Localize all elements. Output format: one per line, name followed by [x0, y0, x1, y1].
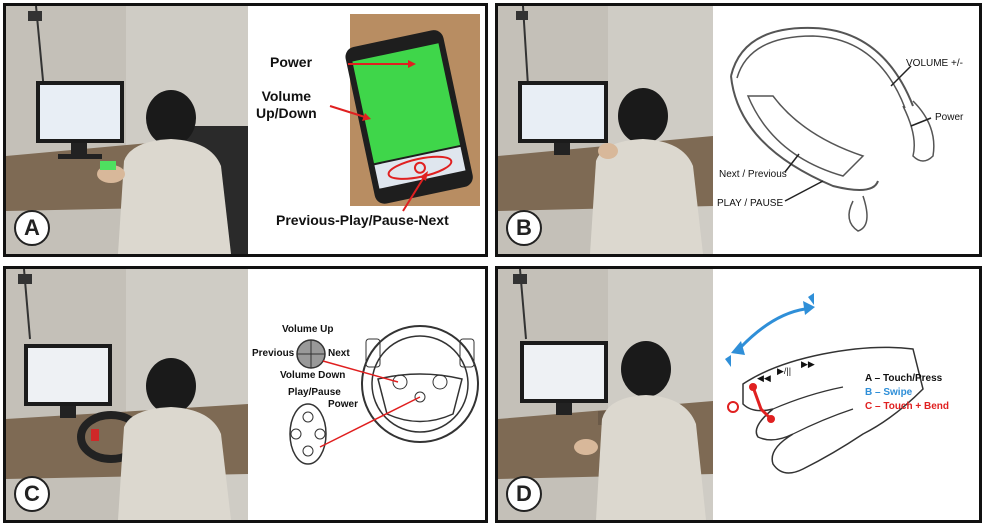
label-power: Power: [935, 112, 964, 123]
label-touch-press: A – Touch/Press: [865, 373, 943, 384]
label-touch-bend: C – Touch + Bend: [865, 401, 949, 412]
label-play-pause: PLAY / PAUSE: [717, 198, 784, 209]
photo-steering-wheel-user: C: [6, 269, 248, 520]
panel-d: D ◀◀ ▶/|| ▶▶ A – Touch/Press B – Swipe C…: [495, 266, 982, 523]
panel-c: C Volume Up Previous Next Volume Down: [3, 266, 488, 523]
svg-text:▶▶: ▶▶: [801, 359, 815, 369]
label-volume: VOLUME +/-: [906, 58, 963, 69]
label-power: Power: [328, 399, 359, 410]
panel-badge: A: [14, 210, 50, 246]
panel-badge: D: [506, 476, 542, 512]
label-previous: Previous: [252, 348, 295, 359]
svg-text:◀◀: ◀◀: [757, 373, 771, 383]
label-volume: Volume Up/Down: [256, 88, 317, 121]
panel-b: B VOLUME +/- Power Next / Previous PLAY …: [495, 3, 982, 257]
illustration-smartphone: Power Volume Up/Down Previous-Play/Pause…: [248, 6, 485, 254]
label-volume-down: Volume Down: [280, 370, 346, 381]
illustration-hand-gestures: ◀◀ ▶/|| ▶▶ A – Touch/Press B – Swipe C –…: [713, 269, 979, 520]
label-power: Power: [270, 54, 313, 70]
label-controls: Previous-Play/Pause-Next: [276, 212, 449, 228]
label-play-pause: Play/Pause: [288, 387, 341, 398]
panel-a: A Power Volume Up/Down Previous-Play/Pau…: [3, 3, 488, 257]
illustration-steering-wheel: Volume Up Previous Next Volume Down Play…: [248, 269, 485, 520]
label-next: Next: [328, 348, 350, 359]
illustration-neckband-headset: VOLUME +/- Power Next / Previous PLAY / …: [713, 6, 979, 254]
label-swipe: B – Swipe: [865, 387, 913, 398]
photo-wearable-glove-user: D: [498, 269, 713, 520]
photo-smartphone-user: A: [6, 6, 248, 254]
panel-badge: B: [506, 210, 542, 246]
label-next-previous: Next / Previous: [719, 169, 787, 180]
svg-text:▶/||: ▶/||: [777, 366, 791, 376]
label-volume-up: Volume Up: [282, 324, 334, 335]
panel-badge: C: [14, 476, 50, 512]
photo-headset-user: B: [498, 6, 713, 254]
